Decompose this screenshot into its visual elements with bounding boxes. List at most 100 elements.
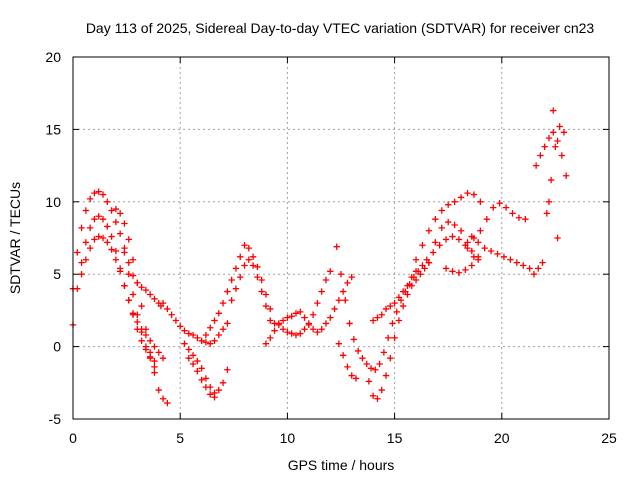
data-series	[412, 189, 484, 263]
data-point-marker	[189, 352, 197, 359]
data-point-marker	[129, 256, 137, 263]
data-point-marker	[395, 294, 403, 301]
data-point-marker	[421, 265, 428, 272]
data-series	[468, 233, 533, 272]
data-point-marker	[224, 288, 231, 295]
data-point-marker	[314, 299, 321, 307]
data-point-marker	[318, 288, 325, 295]
data-point-marker	[134, 318, 141, 326]
data-point-marker	[249, 262, 257, 269]
data-point-marker	[95, 213, 102, 220]
data-point-marker	[550, 107, 557, 114]
data-point-marker	[537, 152, 544, 159]
data-point-marker	[189, 331, 197, 339]
data-point-marker	[95, 188, 102, 195]
data-point-marker	[552, 143, 559, 150]
y-tick-label: 10	[45, 194, 61, 210]
data-point-marker	[348, 273, 355, 281]
data-point-marker	[337, 271, 345, 278]
data-point-marker	[309, 326, 317, 333]
data-point-marker	[314, 328, 321, 336]
data-series	[335, 340, 360, 382]
data-point-marker	[543, 210, 551, 217]
data-point-marker	[384, 334, 392, 342]
data-series	[112, 205, 171, 407]
data-point-marker	[142, 326, 150, 333]
data-point-marker	[322, 320, 330, 327]
data-point-marker	[301, 326, 308, 333]
data-series	[159, 299, 231, 347]
x-tick-label: 25	[601, 430, 617, 446]
data-point-marker	[202, 375, 210, 382]
data-point-marker	[202, 331, 210, 339]
data-point-marker	[457, 227, 465, 234]
data-point-marker	[211, 337, 218, 345]
data-series	[69, 213, 167, 362]
data-point-marker	[121, 282, 128, 289]
data-point-marker	[151, 363, 158, 371]
y-tick-label: 20	[45, 49, 61, 65]
data-point-marker	[342, 297, 349, 304]
data-point-marker	[339, 288, 347, 295]
data-point-marker	[202, 339, 210, 346]
data-point-marker	[267, 317, 274, 324]
data-point-marker	[91, 189, 98, 197]
data-point-marker	[432, 215, 439, 223]
data-point-marker	[116, 268, 124, 275]
data-point-marker	[445, 218, 452, 226]
data-point-marker	[487, 247, 495, 255]
data-point-marker	[215, 310, 222, 317]
data-point-marker	[399, 288, 407, 295]
y-tick-label: 15	[45, 121, 61, 137]
data-point-marker	[350, 336, 358, 343]
data-series	[262, 273, 355, 347]
data-point-marker	[490, 204, 497, 211]
data-point-marker	[78, 271, 85, 278]
data-series	[365, 259, 433, 402]
axis-ticks: 0 5 10 15 20 25 -5 0 5 10 15 20	[45, 49, 617, 446]
data-point-marker	[211, 317, 218, 324]
data-point-marker	[545, 134, 553, 142]
data-point-marker	[241, 242, 248, 249]
data-point-marker	[297, 308, 304, 316]
data-point-marker	[185, 330, 192, 337]
data-point-marker	[344, 363, 351, 371]
data-point-marker	[198, 337, 205, 345]
data-point-marker	[185, 346, 192, 353]
data-point-marker	[475, 239, 482, 246]
data-point-marker	[86, 224, 94, 232]
data-point-marker	[267, 334, 274, 342]
data-point-marker	[515, 214, 523, 221]
data-point-marker	[224, 366, 231, 373]
data-point-marker	[451, 221, 458, 229]
data-point-marker	[86, 195, 94, 203]
data-point-marker	[215, 386, 222, 394]
data-point-marker	[86, 244, 94, 252]
data-point-marker	[412, 256, 420, 263]
data-point-marker	[367, 365, 375, 372]
data-point-marker	[496, 200, 503, 207]
data-point-marker	[352, 375, 360, 382]
data-point-marker	[142, 286, 150, 294]
data-point-marker	[245, 244, 253, 252]
data-point-marker	[146, 349, 154, 356]
data-point-marker	[301, 314, 308, 321]
data-point-marker	[425, 259, 433, 266]
data-point-marker	[322, 276, 330, 284]
data-point-marker	[279, 326, 287, 333]
data-point-marker	[387, 302, 394, 310]
data-point-marker	[194, 357, 201, 365]
data-point-marker	[138, 328, 145, 336]
data-point-marker	[327, 314, 334, 321]
data-point-marker	[292, 310, 300, 317]
data-point-marker	[112, 247, 120, 255]
data-point-marker	[288, 312, 295, 320]
data-point-marker	[194, 368, 201, 375]
data-point-marker	[393, 308, 400, 316]
data-point-marker	[258, 288, 265, 295]
data-point-marker	[378, 311, 385, 318]
data-point-marker	[483, 215, 490, 223]
data-point-marker	[91, 215, 98, 223]
data-series	[69, 188, 165, 310]
data-point-marker	[500, 253, 508, 261]
